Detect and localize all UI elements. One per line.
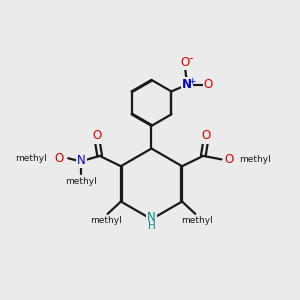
Text: O: O: [224, 153, 234, 166]
Text: +: +: [188, 77, 196, 86]
Text: -: -: [188, 52, 193, 65]
Text: O: O: [55, 152, 64, 165]
Text: methyl: methyl: [181, 216, 213, 225]
Text: N: N: [182, 78, 192, 92]
Text: methyl: methyl: [90, 216, 122, 225]
Text: H: H: [148, 221, 155, 231]
Text: methyl: methyl: [239, 155, 271, 164]
Text: O: O: [181, 56, 190, 69]
Text: O: O: [201, 129, 210, 142]
Text: N: N: [147, 211, 156, 224]
Text: O: O: [93, 129, 102, 142]
Text: methyl: methyl: [65, 177, 97, 186]
Text: methyl: methyl: [15, 154, 47, 163]
Text: N: N: [77, 154, 86, 166]
Text: O: O: [204, 78, 213, 92]
